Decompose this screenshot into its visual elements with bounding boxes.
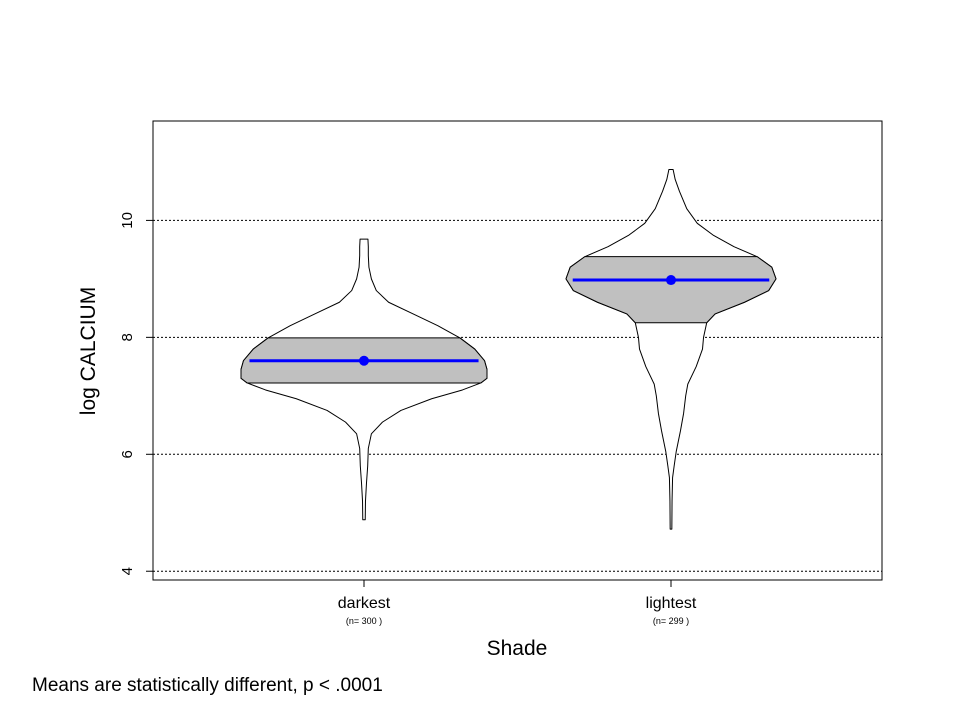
y-tick-label: 10	[119, 212, 136, 229]
iqr-band	[565, 256, 777, 324]
x-tick-label: lightest	[646, 595, 697, 612]
y-axis-title: log CALCIUM	[77, 287, 100, 415]
x-tick-label: darkest	[338, 595, 391, 612]
mean-point	[666, 275, 676, 286]
violin-lightest	[565, 169, 777, 530]
footnote: Means are statistically different, p < .…	[32, 675, 383, 696]
y-tick-label: 8	[119, 333, 136, 341]
sample-size-label: (n= 300 )	[346, 616, 382, 626]
mean-point	[359, 355, 369, 366]
x-axis: darkest (n= 300 ) lightest (n= 299 )	[338, 580, 697, 626]
violin-darkest	[240, 238, 488, 521]
y-tick-label: 6	[119, 450, 136, 458]
violin-outline	[565, 169, 777, 530]
x-axis-title: Shade	[487, 637, 548, 660]
y-tick-label: 4	[119, 567, 136, 575]
violins	[240, 169, 777, 530]
sample-size-label: (n= 299 )	[653, 616, 689, 626]
plot-frame	[152, 120, 883, 581]
y-axis: 4 6 8 10	[119, 212, 153, 575]
